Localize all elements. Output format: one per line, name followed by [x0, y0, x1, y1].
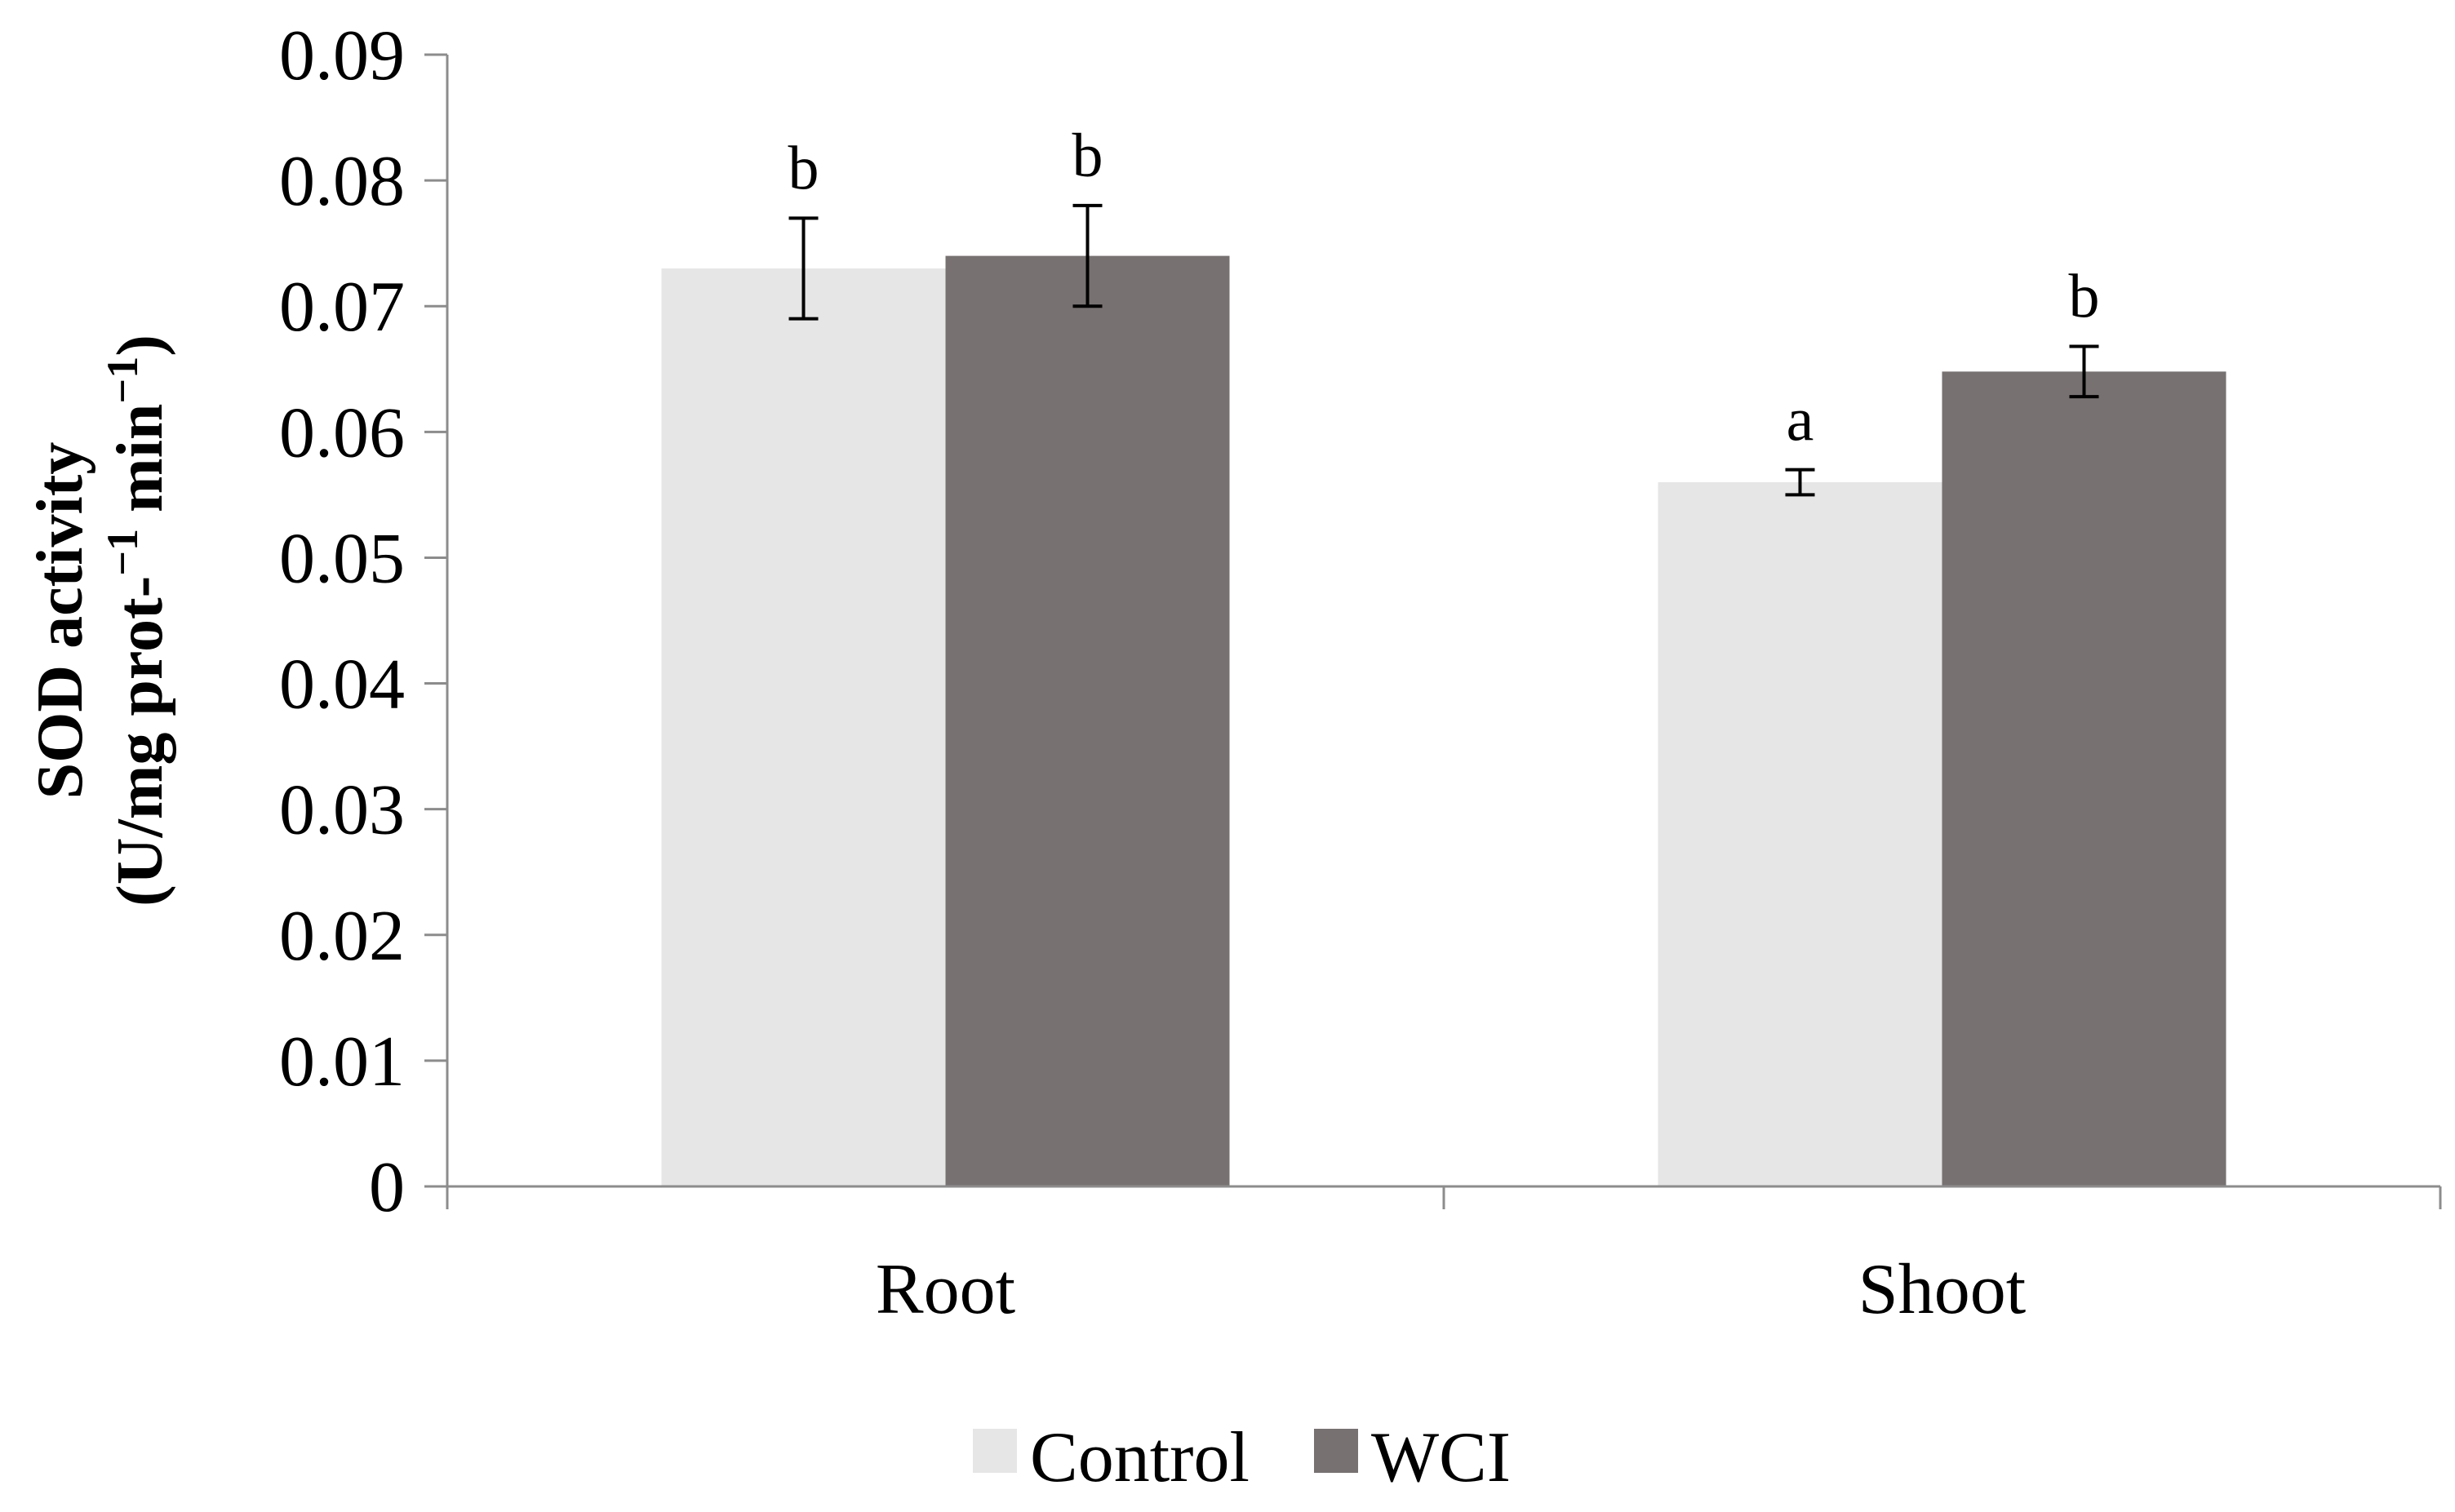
- y-tick-label: 0.02: [279, 897, 405, 976]
- significance-label: b: [788, 134, 819, 202]
- y-axis-label-group: SOD activity (U/mg prot-−1 min−1): [24, 335, 176, 907]
- significance-label: a: [1787, 386, 1814, 454]
- bar-wci-shoot: [1942, 371, 2226, 1186]
- y-axis-label-superscript: −1: [98, 529, 147, 576]
- legend-label-wci: WCI: [1371, 1418, 1511, 1497]
- bar-wci-root: [945, 255, 1230, 1187]
- error-bars: [788, 203, 2099, 497]
- y-tick-label: 0.01: [279, 1022, 405, 1102]
- legend-swatch-control: [973, 1429, 1017, 1473]
- y-axis-label-text: ): [104, 335, 176, 357]
- y-axis-label-text: min: [104, 404, 176, 529]
- bar-control-shoot: [1658, 481, 1942, 1186]
- y-tick-label: 0.07: [279, 268, 405, 347]
- y-tick-label: 0.09: [279, 16, 405, 95]
- significance-labels: b b a b: [788, 122, 2100, 454]
- y-axis-label-line1: SOD activity: [24, 442, 96, 800]
- y-tick-label: 0.05: [279, 519, 405, 598]
- significance-label: b: [1072, 122, 1103, 190]
- legend-label-control: Control: [1030, 1418, 1250, 1497]
- y-axis-label: SOD activity (U/mg prot-−1 min−1): [24, 335, 176, 907]
- significance-label: b: [2069, 263, 2100, 331]
- y-tick-label: 0.06: [279, 393, 405, 472]
- y-axis-label-superscript: −1: [98, 357, 147, 404]
- x-axis: Root Shoot: [424, 1185, 2442, 1329]
- y-tick-label: 0: [369, 1148, 405, 1227]
- legend-swatch-wci: [1314, 1429, 1358, 1473]
- x-category-label: Shoot: [1858, 1250, 2026, 1329]
- x-category-label: Root: [876, 1250, 1015, 1329]
- y-tick-label: 0.08: [279, 142, 405, 221]
- y-tick-label: 0.03: [279, 771, 405, 850]
- legend: Control WCI: [973, 1418, 1511, 1497]
- y-axis-label-line2: (U/mg prot-−1 min−1): [98, 335, 176, 907]
- y-axis-label-text: (U/mg prot-: [104, 576, 176, 907]
- y-tick-label: 0.04: [279, 645, 405, 725]
- bar-control-root: [661, 268, 946, 1186]
- bars: [661, 255, 2226, 1187]
- y-axis: 0 0.01 0.02 0.03 0.04 0.05 0.06 0.07 0.08 0.09: [279, 16, 449, 1227]
